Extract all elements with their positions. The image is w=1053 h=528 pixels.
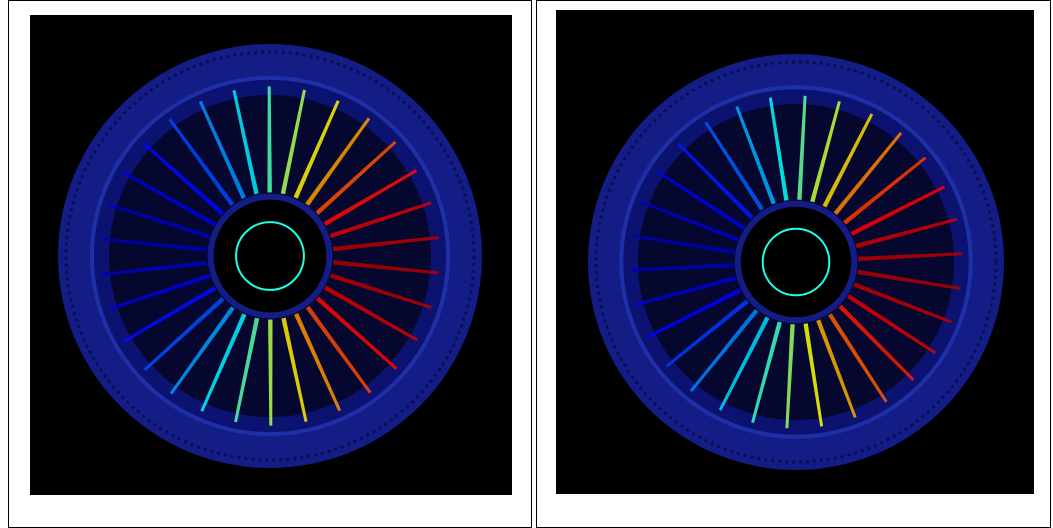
hub-ring (763, 229, 830, 296)
scene (0, 0, 1053, 528)
page: (() => { JSON.parse(document.getElementB… (0, 0, 1053, 528)
hub-ring (236, 222, 304, 290)
